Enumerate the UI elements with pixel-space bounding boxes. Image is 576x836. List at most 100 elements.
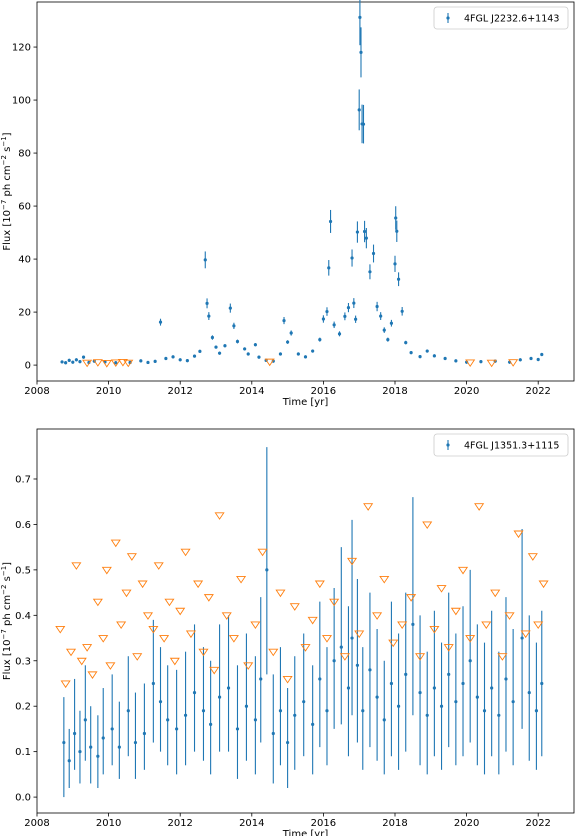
x-tick-label: 2020 (454, 818, 479, 829)
y-tick-label: 0.0 (15, 793, 31, 804)
data-point (355, 663, 360, 667)
upper-limit-marker (98, 635, 109, 643)
y-label-text: ] (2, 562, 13, 566)
data-point (386, 338, 390, 342)
data-point (418, 355, 422, 359)
data-point (328, 219, 333, 224)
x-tick-label: 2014 (239, 386, 264, 397)
data-point (303, 355, 308, 359)
upper-limit-marker (429, 625, 440, 634)
upper-limit-marker (228, 635, 239, 643)
data-point (497, 713, 501, 717)
upper-limit-marker (422, 521, 433, 530)
upper-limit-marker (209, 666, 220, 675)
data-point (142, 731, 146, 736)
y-label-text: ph cm (2, 595, 13, 629)
upper-limit-marker (490, 589, 501, 598)
y-label-text: s (2, 147, 13, 155)
upper-limit-marker (110, 359, 121, 368)
data-point (223, 344, 227, 348)
upper-limit-marker (243, 662, 254, 670)
data-point (232, 324, 236, 328)
y-label-exponent: −1 (0, 136, 8, 146)
upper-limit-marker (527, 553, 538, 561)
upper-limit-marker (415, 653, 426, 661)
data-point (166, 718, 170, 722)
y-label-exponent: −7 (0, 200, 8, 210)
upper-limit-marker (289, 603, 300, 611)
upper-limit-marker (307, 616, 318, 625)
data-point (209, 722, 213, 726)
y-tick-label: 80 (18, 149, 31, 160)
upper-limit-marker (457, 566, 469, 575)
y-label-text: ] (2, 132, 13, 136)
data-point (78, 750, 82, 754)
upper-limit-marker (126, 553, 137, 561)
upper-limit-marker (329, 598, 340, 607)
data-point (183, 713, 188, 717)
upper-limit-marker (92, 598, 103, 607)
data-point (265, 568, 269, 572)
data-point (352, 301, 356, 305)
upper-limit-marker (268, 648, 279, 657)
x-axis-label: Time [yr] (282, 397, 329, 408)
data-point (286, 340, 290, 344)
upper-limit-marker (65, 648, 77, 657)
data-point (395, 229, 399, 233)
upper-limit-marker (203, 594, 214, 602)
data-point (404, 340, 408, 345)
data-point (359, 50, 363, 54)
series-upper-limits (82, 358, 519, 368)
upper-limit-marker (264, 358, 275, 367)
y-tick-label: 0.7 (15, 474, 31, 485)
x-tick-label: 2018 (382, 386, 407, 397)
data-point (418, 690, 422, 695)
y-label-text: Flux [10 (2, 639, 13, 680)
data-point (518, 358, 522, 362)
upper-limit-marker (388, 639, 399, 648)
upper-limit-marker (82, 359, 93, 368)
data-point (404, 672, 408, 676)
legend: 4FGL J1351.3+1115 (433, 433, 569, 457)
y-label-exponent: −2 (0, 585, 8, 595)
upper-limit-marker (185, 630, 196, 639)
data-point (396, 277, 401, 281)
x-tick-label: 2010 (96, 818, 121, 829)
upper-limit-marker (169, 657, 180, 666)
data-point (110, 727, 114, 731)
data-point (101, 736, 105, 740)
data-point (228, 306, 232, 310)
upper-limit-marker (474, 503, 485, 511)
data-point (361, 709, 365, 713)
data-point (432, 354, 436, 358)
data-point (81, 355, 86, 359)
upper-limit-marker (443, 644, 454, 652)
upper-limit-marker (236, 575, 247, 584)
data-point (153, 359, 157, 363)
upper-limit-marker (339, 653, 350, 661)
upper-limit-marker (123, 359, 134, 368)
y-tick-label: 0.4 (15, 611, 31, 622)
y-tick-label: 0.2 (15, 702, 31, 713)
upper-limit-marker (142, 612, 154, 620)
data-point (520, 636, 524, 640)
upper-limit-marker (92, 359, 103, 367)
data-point (339, 645, 343, 649)
data-point (361, 122, 366, 126)
data-point (389, 681, 394, 686)
data-point (293, 713, 297, 717)
y-tick-label: 0.3 (15, 656, 31, 667)
data-point (318, 677, 322, 681)
data-point (529, 356, 533, 361)
x-tick-label: 2016 (311, 818, 336, 829)
data-point (117, 745, 121, 749)
upper-limit-marker (497, 653, 508, 661)
data-point (146, 360, 150, 365)
data-point (158, 700, 163, 704)
data-point (89, 745, 93, 749)
x-tick-label: 2014 (239, 818, 264, 829)
data-point (468, 659, 472, 663)
data-point (158, 320, 163, 324)
data-point (432, 686, 436, 690)
